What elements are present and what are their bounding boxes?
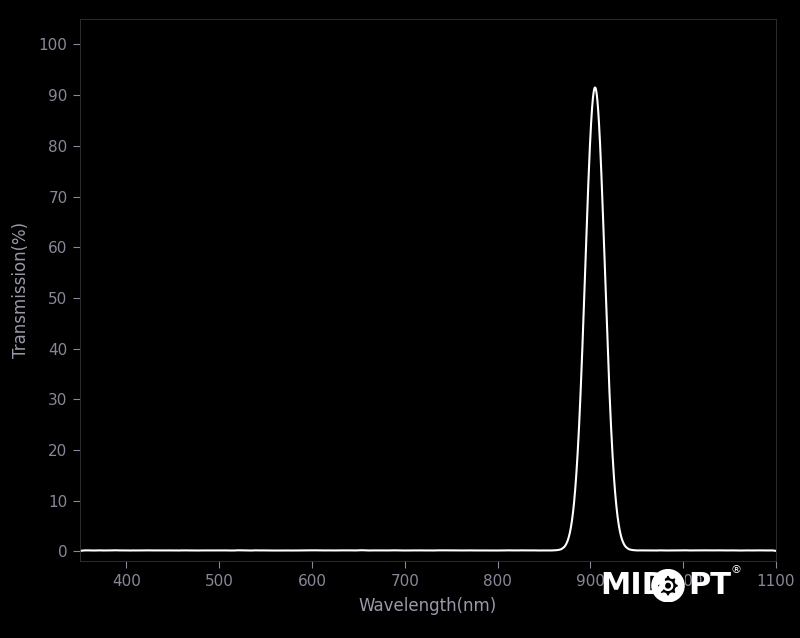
Text: PT: PT [688,571,731,600]
Circle shape [654,579,661,584]
X-axis label: Wavelength(nm): Wavelength(nm) [359,597,497,615]
Text: MID: MID [600,571,667,600]
Circle shape [654,587,661,593]
Text: ®: ® [730,565,742,575]
Circle shape [661,593,666,599]
Circle shape [659,577,677,595]
Circle shape [661,572,666,578]
Circle shape [675,579,682,584]
Circle shape [663,581,673,590]
Circle shape [666,583,670,588]
Y-axis label: Transmission(%): Transmission(%) [12,222,30,359]
Circle shape [670,593,675,599]
Circle shape [654,572,682,599]
Circle shape [670,572,675,578]
Circle shape [675,587,682,593]
Circle shape [653,570,683,601]
